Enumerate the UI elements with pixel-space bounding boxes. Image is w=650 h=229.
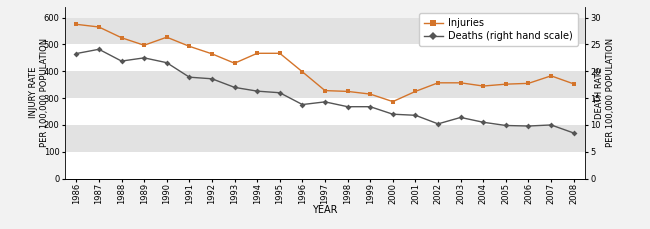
Bar: [65, 152, 585, 179]
Bar: [65, 71, 585, 98]
Bar: [65, 44, 585, 71]
X-axis label: YEAR: YEAR: [312, 205, 338, 215]
Bar: [65, 125, 585, 152]
Y-axis label: INJURY RATE
PER 100,000 POPULATION: INJURY RATE PER 100,000 POPULATION: [29, 38, 49, 147]
Y-axis label: DEATH RATE
PER 100,000 POPULATION: DEATH RATE PER 100,000 POPULATION: [595, 38, 616, 147]
Bar: [65, 98, 585, 125]
Legend: Injuries, Deaths (right hand scale): Injuries, Deaths (right hand scale): [419, 14, 578, 46]
Bar: [65, 18, 585, 44]
